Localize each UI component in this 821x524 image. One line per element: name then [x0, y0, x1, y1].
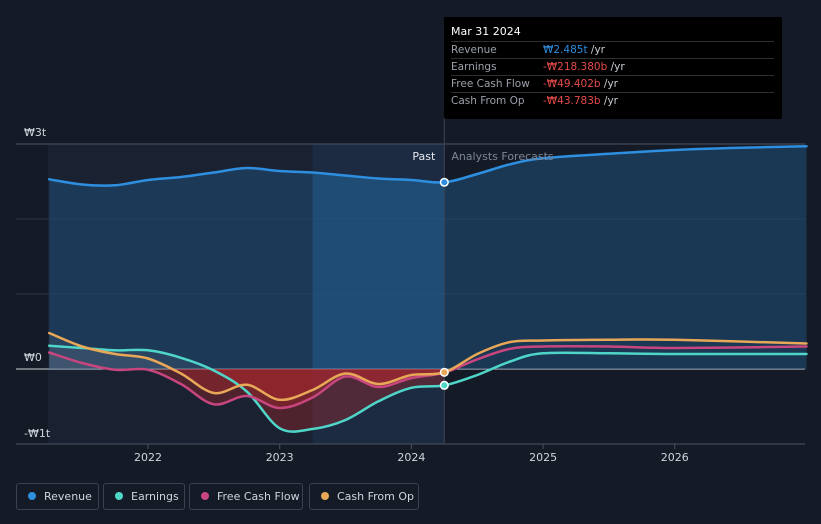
tooltip-unit: /yr — [600, 95, 618, 107]
tooltip-unit: /yr — [600, 78, 618, 90]
tooltip-label: Free Cash Flow — [451, 78, 530, 90]
tooltip-label: Revenue — [451, 44, 497, 56]
free-cash-flow-line — [47, 345, 808, 410]
positive-fill — [49, 333, 445, 369]
cash-from-op-dot-icon — [321, 492, 329, 500]
tooltip-value: -₩218.380b — [543, 61, 608, 73]
tooltip-row-free-cash-flow: Free Cash Flow -₩49.402b /yr — [451, 75, 774, 93]
tooltip-row-cash-from-op: Cash From Op -₩43.783b /yr — [451, 92, 774, 110]
cash-from-op-marker — [439, 367, 449, 377]
positive-fill — [49, 352, 445, 369]
revenue-marker — [439, 177, 449, 187]
tooltip-value: -₩49.402b — [543, 78, 601, 90]
y-axis-label: ₩3t — [24, 126, 47, 139]
legend-label: Earnings — [131, 490, 179, 503]
cash-from-op-line — [47, 331, 808, 402]
legend-label: Cash From Op — [337, 490, 415, 503]
tooltip-label: Cash From Op — [451, 95, 525, 107]
revenue-line — [47, 145, 808, 187]
series-areas — [49, 146, 807, 432]
x-tick-label: 2022 — [134, 451, 162, 464]
tooltip-value: ₩2.485t — [543, 44, 588, 56]
tooltip-row-earnings: Earnings -₩218.380b /yr — [451, 58, 774, 76]
tooltip-unit: /yr — [587, 44, 605, 56]
legend-item-free-cash-flow[interactable]: Free Cash Flow — [189, 483, 303, 510]
legend-item-revenue[interactable]: Revenue — [16, 483, 99, 510]
tooltip-date: Mar 31 2024 — [451, 25, 521, 38]
y-axis-label: ₩0 — [24, 351, 42, 364]
x-tick-label: 2025 — [529, 451, 557, 464]
legend-item-cash-from-op[interactable]: Cash From Op — [309, 483, 419, 510]
hover-markers — [439, 177, 449, 390]
legend-label: Revenue — [44, 490, 92, 503]
forecast-label: Analysts Forecasts — [451, 150, 554, 163]
x-tick-label: 2024 — [397, 451, 425, 464]
x-tick-label: 2026 — [661, 451, 689, 464]
earnings-line — [47, 344, 808, 433]
x-axis-ticks: 2022 2023 2024 2025 2026 — [134, 444, 689, 464]
legend-item-earnings[interactable]: Earnings — [103, 483, 185, 510]
series-fill-group — [49, 345, 445, 432]
negative-fill — [49, 369, 445, 432]
legend-label: Free Cash Flow — [217, 490, 300, 503]
positive-fill — [49, 345, 445, 369]
series-fill-group — [49, 352, 445, 409]
tooltip-value: -₩43.783b — [543, 95, 601, 107]
negative-fill — [49, 369, 445, 409]
tooltip-label: Earnings — [451, 61, 497, 73]
earnings-marker — [439, 380, 449, 390]
tooltip-row-revenue: Revenue ₩2.485t /yr — [451, 41, 774, 59]
revenue-area — [49, 146, 807, 369]
y-axis-label: -₩1t — [24, 427, 51, 440]
y-axis-labels: ₩3t ₩0 -₩1t — [24, 126, 51, 440]
free-cash-flow-dot-icon — [201, 492, 209, 500]
tooltip-unit: /yr — [607, 61, 625, 73]
revenue-dot-icon — [28, 492, 36, 500]
x-tick-label: 2023 — [266, 451, 294, 464]
series-lines — [47, 145, 808, 433]
past-label: Past — [412, 150, 436, 163]
revenue-area-highlight — [312, 172, 445, 369]
earnings-dot-icon — [115, 492, 123, 500]
tooltip: Mar 31 2024 Revenue ₩2.485t /yr Earnings… — [444, 17, 782, 119]
